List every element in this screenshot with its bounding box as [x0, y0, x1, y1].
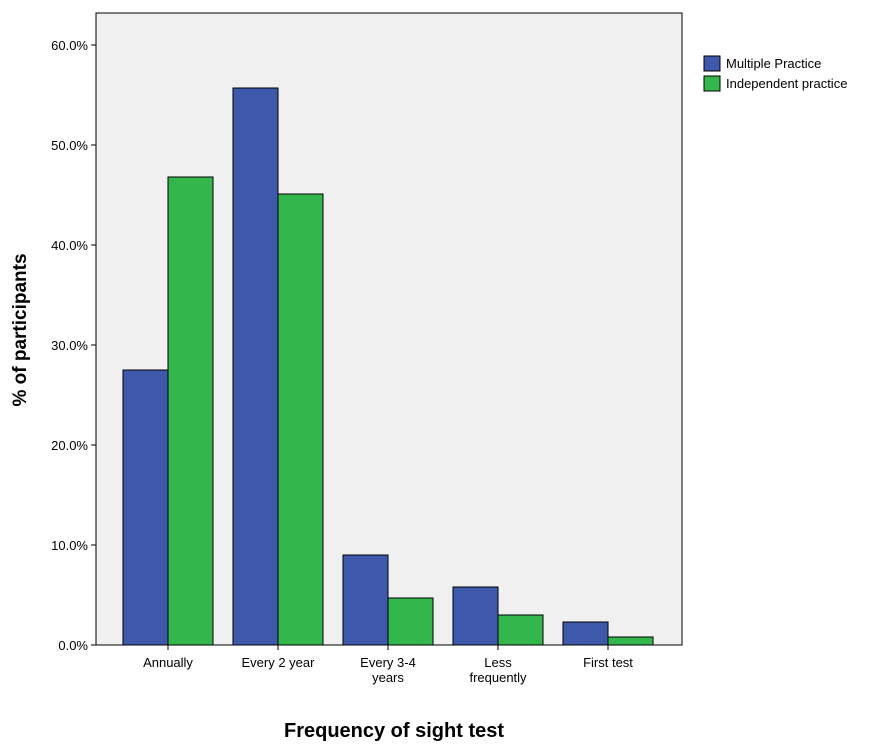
y-tick-label: 40.0% [51, 238, 88, 253]
y-tick-label: 30.0% [51, 338, 88, 353]
legend: Multiple Practice Independent practice [703, 55, 847, 92]
x-axis: Annually Every 2 year Every 3-4 years Less fr… [143, 645, 633, 685]
bar-multiple-practice [452, 586, 499, 646]
bar-multiple-practice [342, 554, 389, 646]
bar-independent-practice [167, 176, 214, 646]
legend-swatch [703, 55, 721, 72]
x-tick-label: Annually [143, 655, 193, 670]
legend-label: Multiple Practice [726, 56, 821, 71]
x-axis-title: Frequency of sight test [284, 720, 504, 742]
bar-independent-practice [607, 636, 654, 646]
y-tick-label: 0.0% [58, 638, 88, 653]
x-tick-label: Every 2 year [242, 655, 316, 670]
y-tick-label: 10.0% [51, 538, 88, 553]
bar-multiple-practice [562, 621, 609, 646]
legend-label: Independent practice [726, 76, 847, 91]
legend-swatch [703, 75, 721, 92]
bar-independent-practice [277, 193, 324, 646]
x-tick-label: Every 3-4 years [360, 655, 416, 685]
y-tick-label: 60.0% [51, 38, 88, 53]
x-tick-label: First test [583, 655, 633, 670]
y-axis: 0.0% 10.0% 20.0% 30.0% 40.0% 50.0% 60.0% [51, 38, 96, 653]
x-tick-label: Less frequently [469, 655, 527, 685]
bar-multiple-practice [232, 87, 279, 646]
bars [122, 87, 654, 646]
bar-independent-practice [497, 614, 544, 646]
bar-independent-practice [387, 597, 434, 646]
y-tick-label: 50.0% [51, 138, 88, 153]
y-tick-label: 20.0% [51, 438, 88, 453]
bar-multiple-practice [122, 369, 169, 646]
y-axis-title: % of participants [10, 253, 31, 406]
